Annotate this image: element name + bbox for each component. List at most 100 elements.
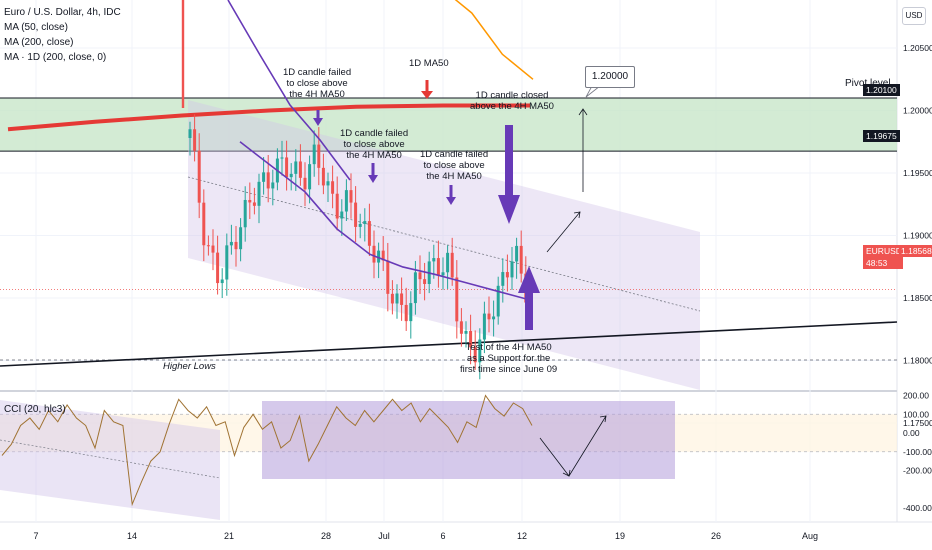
candle: [188, 121, 192, 156]
candle-body: [303, 177, 307, 190]
candle-body: [418, 272, 422, 280]
annotation-failed-close-3: 1D candle failed to close above the 4H M…: [420, 149, 489, 182]
candle-body: [349, 190, 353, 203]
cci-tick-label: -400.00: [903, 503, 932, 513]
arrow-failed-close-1: [313, 110, 323, 126]
candle-body: [501, 272, 505, 286]
ma50-line-upper: [227, 0, 351, 181]
candle-body: [413, 272, 417, 304]
candle-body: [234, 241, 238, 250]
candle: [257, 173, 261, 224]
time-tick-label: 7: [33, 531, 38, 541]
candle: [367, 203, 371, 256]
candle-body: [354, 202, 358, 227]
cci-line: [1, 394, 533, 507]
candle-body: [188, 129, 192, 138]
candle: [459, 308, 463, 347]
candle: [340, 199, 344, 236]
candle: [344, 179, 348, 221]
candle: [409, 291, 413, 339]
candle: [285, 140, 289, 191]
candle-body: [519, 245, 523, 274]
candle-body: [266, 172, 270, 189]
arrow-failed-close-3: [446, 185, 456, 205]
candle-body: [390, 293, 394, 304]
candle: [436, 240, 440, 288]
candle: [515, 237, 519, 279]
candle: [386, 242, 390, 312]
legend-ma1d[interactable]: MA · 1D (200, close, 0): [4, 52, 107, 63]
cci-channel-left: [0, 400, 220, 520]
projection-arrow-vertical-head: [578, 108, 588, 116]
currency-button[interactable]: USD: [902, 7, 926, 25]
candle-body: [308, 164, 312, 190]
cci-projection-head-down: [562, 469, 571, 477]
candle: [404, 287, 408, 331]
candle-body: [455, 277, 459, 322]
candle-body: [243, 199, 247, 228]
candle-body: [441, 272, 445, 276]
candle: [482, 301, 486, 354]
candle-body: [496, 285, 500, 317]
time-tick-label: 19: [615, 531, 625, 541]
candle-body: [344, 190, 348, 212]
candle-body: [515, 245, 519, 262]
price-tag-pivot-low: 1.19675: [863, 130, 900, 142]
candle-body: [317, 144, 321, 168]
candle: [317, 127, 321, 186]
price-tag-current: EURUSD: [863, 245, 905, 257]
candle: [252, 187, 256, 215]
candle: [418, 255, 422, 294]
projection-arrow-diagonal: [546, 211, 581, 253]
legend-ma200[interactable]: MA (200, close): [4, 37, 74, 48]
candle: [298, 144, 302, 186]
candle-body: [298, 161, 302, 178]
cci-range-box: [262, 401, 675, 479]
price-tick-label: 1.18000: [903, 356, 932, 366]
candle: [432, 244, 436, 279]
candle: [487, 296, 491, 333]
candle-body: [482, 313, 486, 340]
candle: [202, 189, 206, 262]
candle-body: [321, 167, 325, 186]
candle: [321, 153, 325, 195]
candle-body: [294, 161, 298, 174]
price-tick-label: 1.20000: [903, 106, 932, 116]
candle: [381, 236, 385, 272]
candle: [308, 155, 312, 204]
legend-ma50[interactable]: MA (50, close): [4, 22, 68, 33]
candle-body: [289, 173, 293, 178]
candle: [206, 235, 210, 256]
candle-body: [487, 313, 491, 320]
candle: [390, 280, 394, 315]
candle: [423, 262, 427, 301]
candle: [505, 254, 509, 292]
candle-body: [326, 181, 330, 186]
candle: [335, 176, 339, 231]
candle-body: [331, 181, 335, 194]
chart-legend: Euro / U.S. Dollar, 4h, IDC MA (50, clos…: [4, 5, 121, 65]
descending-channel: [188, 100, 700, 390]
cci-legend[interactable]: CCI (20, hlc3): [4, 404, 66, 415]
higher-lows-trendline: [0, 321, 898, 367]
candle-body: [400, 293, 404, 305]
candle-body: [193, 129, 197, 151]
candle-body: [363, 221, 367, 224]
candle-body: [432, 258, 436, 262]
legend-title[interactable]: Euro / U.S. Dollar, 4h, IDC: [4, 7, 121, 18]
candle: [234, 225, 238, 267]
price-tick-label: 1.19500: [903, 168, 932, 178]
price-tag-pivot-high: 1.20100: [863, 84, 900, 96]
price-tag-current-value: 1.18568: [899, 245, 932, 257]
cci-tick-label: 0.00: [903, 428, 920, 438]
current-symbol: EURUSD: [866, 246, 902, 256]
cci-tick-label: -100.00: [903, 447, 932, 457]
candle: [519, 230, 523, 283]
candle-body: [262, 172, 266, 182]
candle-body: [239, 227, 243, 250]
candle: [492, 300, 496, 337]
time-tick-label: 12: [517, 531, 527, 541]
cci-tick-label: 100.00: [903, 409, 929, 419]
